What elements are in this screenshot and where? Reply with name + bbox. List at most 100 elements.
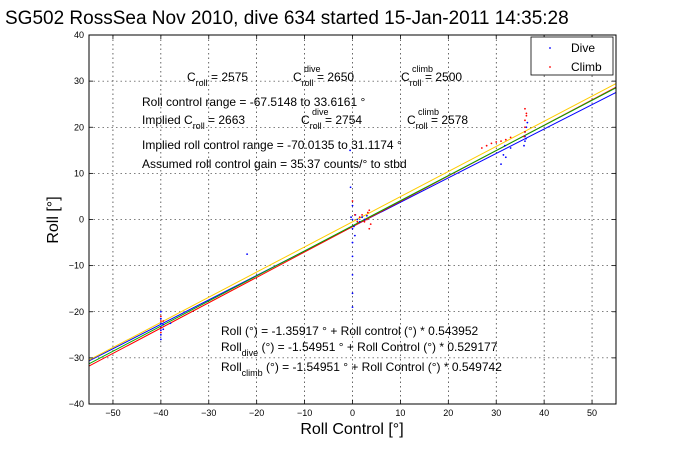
annotation-roll-control-range: Roll control range = -67.5148 to 33.6161… bbox=[142, 95, 365, 109]
annotation-implied-croll-dive: Croll = 2754 bbox=[301, 113, 362, 131]
point-climb bbox=[369, 223, 372, 226]
point-climb bbox=[159, 331, 162, 334]
point-dive bbox=[159, 310, 162, 313]
legend-dive-marker bbox=[549, 47, 551, 49]
point-dive bbox=[162, 323, 165, 326]
fit-line bbox=[89, 83, 616, 361]
annotation-implied-croll: Implied Croll = 2663 bbox=[142, 113, 245, 131]
x-tick-label: −20 bbox=[249, 408, 264, 418]
y-tick-label: 40 bbox=[74, 30, 84, 40]
annotation-croll: Croll = 2575 bbox=[187, 70, 248, 88]
point-climb bbox=[495, 141, 498, 143]
point-climb bbox=[358, 216, 361, 219]
point-dive bbox=[162, 328, 165, 331]
point-dive bbox=[363, 218, 366, 221]
point-climb bbox=[159, 326, 162, 329]
point-climb bbox=[361, 213, 363, 216]
point-dive bbox=[351, 218, 354, 221]
point-climb bbox=[353, 213, 356, 216]
point-dive bbox=[502, 154, 505, 156]
y-axis-label: Roll [°] bbox=[45, 196, 62, 243]
x-tick-label: 10 bbox=[395, 408, 405, 418]
y-tick-label: 30 bbox=[74, 76, 84, 86]
point-dive bbox=[351, 241, 354, 244]
point-climb bbox=[480, 147, 483, 149]
annotation-implied-croll-climb-sup: climb bbox=[418, 107, 439, 117]
point-dive bbox=[246, 253, 249, 255]
annotations: Croll = 2575 Croll = 2650 dive Croll = 2… bbox=[142, 64, 502, 378]
point-climb bbox=[509, 136, 512, 139]
x-tick-label: −40 bbox=[153, 408, 168, 418]
annotation-croll-climb: Croll = 2500 bbox=[401, 70, 462, 88]
legend-climb-label: Climb bbox=[571, 60, 602, 74]
x-tick-label: 0 bbox=[350, 408, 355, 418]
point-dive bbox=[159, 338, 162, 341]
point-climb bbox=[524, 107, 526, 110]
y-tick-label: 0 bbox=[79, 215, 84, 225]
data-points bbox=[159, 107, 529, 341]
point-climb bbox=[366, 211, 369, 214]
y-tick-label: −10 bbox=[69, 261, 84, 271]
y-tick-label: 10 bbox=[74, 168, 84, 178]
point-climb bbox=[485, 144, 488, 147]
point-dive bbox=[159, 333, 162, 336]
x-tick-label: 40 bbox=[539, 408, 549, 418]
point-climb bbox=[363, 220, 366, 223]
point-dive bbox=[350, 216, 352, 219]
point-climb bbox=[523, 135, 525, 138]
x-tick-label: −10 bbox=[297, 408, 312, 418]
x-tick-label: 20 bbox=[443, 408, 453, 418]
point-dive bbox=[524, 140, 526, 142]
point-dive bbox=[351, 204, 354, 207]
point-climb bbox=[490, 142, 493, 145]
annotation-fit-climb: Rollclimb (°) = -1.54951 ° + Roll Contro… bbox=[221, 360, 502, 378]
point-climb bbox=[159, 315, 162, 318]
legend: Dive Climb bbox=[530, 36, 614, 76]
y-tick-label: −30 bbox=[69, 353, 84, 363]
point-dive bbox=[365, 214, 368, 217]
annotation-implied-range: Implied roll control range = -70.0135 to… bbox=[142, 138, 402, 152]
point-dive bbox=[361, 216, 363, 219]
point-dive bbox=[159, 317, 162, 320]
point-climb bbox=[368, 227, 371, 230]
point-climb bbox=[524, 130, 526, 133]
point-dive bbox=[349, 186, 352, 189]
x-tick-label: −30 bbox=[201, 408, 216, 418]
point-climb bbox=[351, 200, 354, 202]
point-climb bbox=[524, 119, 526, 122]
point-climb bbox=[368, 209, 371, 212]
point-dive bbox=[525, 126, 528, 129]
point-climb bbox=[356, 220, 359, 223]
grid bbox=[89, 35, 616, 404]
x-axis-label: Roll Control [°] bbox=[300, 421, 403, 438]
annotation-fit-dive: Rolldive (°) = -1.54951 ° + Roll Control… bbox=[221, 340, 498, 358]
x-tick-label: 50 bbox=[587, 408, 597, 418]
point-climb bbox=[500, 140, 502, 142]
annotation-implied-croll-climb: Croll = 2578 bbox=[407, 113, 468, 131]
point-climb bbox=[525, 112, 528, 115]
point-dive bbox=[353, 225, 355, 228]
point-dive bbox=[500, 163, 502, 166]
point-dive bbox=[159, 322, 162, 325]
point-dive bbox=[509, 147, 512, 149]
annotation-croll-dive-sup: dive bbox=[304, 64, 321, 74]
point-dive bbox=[159, 329, 162, 332]
point-climb bbox=[162, 320, 165, 322]
point-dive bbox=[351, 255, 354, 258]
annotation-croll-climb-sup: climb bbox=[412, 64, 433, 74]
point-dive bbox=[523, 144, 525, 147]
point-dive bbox=[351, 306, 354, 309]
point-dive bbox=[504, 156, 507, 159]
point-climb bbox=[159, 320, 162, 322]
y-tick-label: −40 bbox=[69, 399, 84, 409]
legend-dive-label: Dive bbox=[571, 41, 595, 55]
annotation-croll-dive: Croll = 2650 bbox=[293, 70, 354, 88]
fit-line bbox=[89, 87, 616, 365]
point-dive bbox=[353, 234, 356, 237]
chart-title: SG502 RossSea Nov 2010, dive 634 started… bbox=[5, 8, 569, 29]
point-dive bbox=[351, 227, 354, 230]
annotation-gain: Assumed roll control gain = 35.37 counts… bbox=[142, 157, 407, 171]
point-dive bbox=[503, 144, 506, 147]
point-dive bbox=[349, 149, 352, 152]
